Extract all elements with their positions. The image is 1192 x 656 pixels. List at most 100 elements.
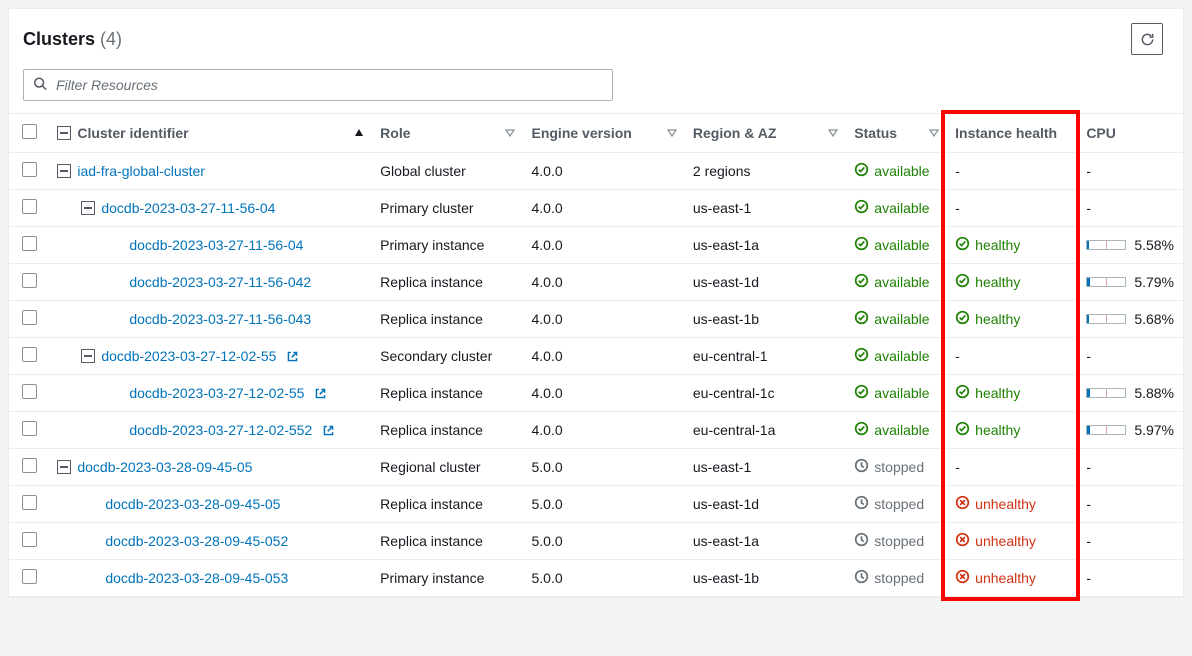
cell-status: stopped: [846, 449, 947, 486]
title-count: (4): [100, 29, 122, 49]
cell-cpu: 5.79%: [1078, 264, 1183, 301]
health-text: -: [955, 163, 960, 179]
cell-status: available: [846, 264, 947, 301]
cell-engine: 4.0.0: [523, 338, 684, 375]
status-text: stopped: [874, 496, 924, 512]
row-checkbox[interactable]: [22, 458, 37, 473]
cluster-link[interactable]: docdb-2023-03-27-11-56-042: [129, 274, 311, 290]
health-text: healthy: [975, 237, 1020, 253]
table-row: docdb-2023-03-27-11-56-04Primary cluster…: [9, 190, 1183, 227]
cluster-link[interactable]: docdb-2023-03-27-11-56-04: [101, 200, 275, 216]
refresh-button[interactable]: [1131, 23, 1163, 55]
col-header-health[interactable]: Instance health: [947, 114, 1078, 153]
cell-health: -: [947, 153, 1078, 190]
panel-header: Clusters (4): [9, 9, 1183, 69]
col-header-select: [9, 114, 49, 153]
status-text: stopped: [874, 533, 924, 549]
expand-toggle[interactable]: [81, 201, 95, 215]
cell-status: available: [846, 190, 947, 227]
cluster-link[interactable]: docdb-2023-03-28-09-45-052: [105, 533, 288, 549]
col-header-region[interactable]: Region & AZ: [685, 114, 846, 153]
status-available-icon: [854, 384, 869, 402]
filter-row: [9, 69, 1183, 113]
status-text: stopped: [874, 459, 924, 475]
row-checkbox[interactable]: [22, 347, 37, 362]
cluster-link[interactable]: docdb-2023-03-27-11-56-043: [129, 311, 311, 327]
cluster-link[interactable]: docdb-2023-03-28-09-45-05: [105, 496, 280, 512]
col-header-cpu[interactable]: CPU: [1078, 114, 1183, 153]
cpu-bar: [1086, 277, 1126, 287]
cell-region: eu-central-1c: [685, 375, 846, 412]
cell-health: -: [947, 338, 1078, 375]
cpu-value: 5.97%: [1134, 422, 1174, 438]
cpu-value: 5.79%: [1134, 274, 1174, 290]
cluster-link[interactable]: docdb-2023-03-28-09-45-053: [105, 570, 288, 586]
select-all-checkbox[interactable]: [22, 124, 37, 139]
cell-health: unhealthy: [947, 560, 1078, 597]
cell-status: available: [846, 301, 947, 338]
cell-status: stopped: [846, 523, 947, 560]
cell-region: us-east-1a: [685, 523, 846, 560]
health-unhealthy-icon: [955, 495, 970, 513]
col-header-engine[interactable]: Engine version: [523, 114, 684, 153]
expand-toggle[interactable]: [57, 460, 71, 474]
status-text: available: [874, 311, 929, 327]
filter-icon: [667, 128, 677, 138]
cell-health: -: [947, 190, 1078, 227]
filter-input-wrap: [23, 69, 613, 101]
col-header-role[interactable]: Role: [372, 114, 523, 153]
table-wrap: Cluster identifier Role: [9, 113, 1183, 597]
row-checkbox[interactable]: [22, 421, 37, 436]
cluster-link[interactable]: docdb-2023-03-28-09-45-05: [77, 459, 252, 475]
health-text: -: [955, 459, 960, 475]
status-stopped-icon: [854, 495, 869, 513]
cell-region: us-east-1b: [685, 560, 846, 597]
cell-role: Primary instance: [372, 560, 523, 597]
row-checkbox[interactable]: [22, 273, 37, 288]
cluster-link[interactable]: docdb-2023-03-27-12-02-552: [129, 422, 312, 438]
cpu-value: 5.88%: [1134, 385, 1174, 401]
cell-role: Replica instance: [372, 264, 523, 301]
row-checkbox[interactable]: [22, 532, 37, 547]
col-label-role: Role: [380, 125, 410, 141]
cell-role: Global cluster: [372, 153, 523, 190]
cell-role: Secondary cluster: [372, 338, 523, 375]
cell-engine: 5.0.0: [523, 560, 684, 597]
cluster-link[interactable]: docdb-2023-03-27-12-02-55: [129, 385, 304, 401]
cell-health: healthy: [947, 227, 1078, 264]
cell-role: Replica instance: [372, 523, 523, 560]
cell-role: Replica instance: [372, 375, 523, 412]
cell-region: eu-central-1a: [685, 412, 846, 449]
cell-role: Replica instance: [372, 301, 523, 338]
cluster-link[interactable]: docdb-2023-03-27-12-02-55: [101, 348, 276, 364]
row-checkbox[interactable]: [22, 236, 37, 251]
col-header-identifier[interactable]: Cluster identifier: [49, 114, 372, 153]
expand-toggle[interactable]: [81, 349, 95, 363]
cell-status: stopped: [846, 486, 947, 523]
clusters-panel: Clusters (4): [8, 8, 1184, 598]
filter-input[interactable]: [23, 69, 613, 101]
row-checkbox[interactable]: [22, 569, 37, 584]
col-header-status[interactable]: Status: [846, 114, 947, 153]
table-row: docdb-2023-03-28-09-45-052 Replica instan…: [9, 523, 1183, 560]
row-checkbox[interactable]: [22, 310, 37, 325]
cell-region: us-east-1d: [685, 486, 846, 523]
health-healthy-icon: [955, 236, 970, 254]
cluster-link[interactable]: docdb-2023-03-27-11-56-04: [129, 237, 303, 253]
row-checkbox[interactable]: [22, 384, 37, 399]
status-stopped-icon: [854, 532, 869, 550]
cell-cpu: -: [1078, 486, 1183, 523]
cell-role: Primary instance: [372, 227, 523, 264]
external-link-icon: [314, 387, 327, 400]
row-checkbox[interactable]: [22, 162, 37, 177]
table-row: iad-fra-global-clusterGlobal cluster4.0.…: [9, 153, 1183, 190]
filter-icon: [828, 128, 838, 138]
row-checkbox[interactable]: [22, 199, 37, 214]
expand-toggle[interactable]: [57, 164, 71, 178]
cluster-link[interactable]: iad-fra-global-cluster: [77, 163, 205, 179]
refresh-icon: [1140, 32, 1155, 47]
row-checkbox[interactable]: [22, 495, 37, 510]
cell-status: available: [846, 153, 947, 190]
collapse-all-icon[interactable]: [57, 126, 71, 140]
cell-cpu: -: [1078, 560, 1183, 597]
